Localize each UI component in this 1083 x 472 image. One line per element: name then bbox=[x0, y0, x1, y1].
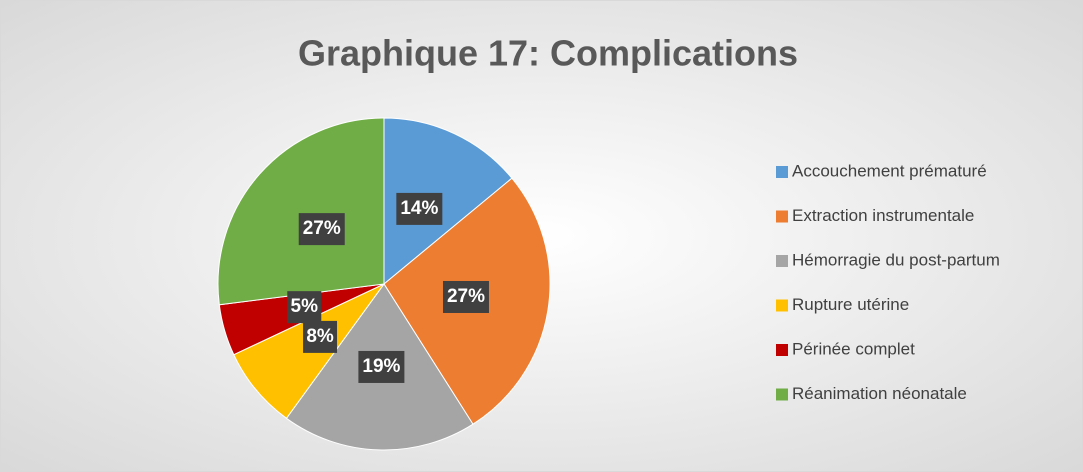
legend-text: Périnée complet bbox=[792, 339, 915, 358]
data-label-group: 14% bbox=[396, 192, 443, 225]
data-label-group: 8% bbox=[303, 320, 338, 353]
pie-slice bbox=[383, 117, 513, 286]
data-label: 19% bbox=[362, 356, 400, 377]
data-label-group: 27% bbox=[442, 280, 489, 313]
data-label-box bbox=[396, 192, 443, 225]
data-label: 5% bbox=[291, 296, 319, 317]
data-label-box bbox=[303, 320, 338, 353]
legend-text: Rupture utérine bbox=[792, 295, 909, 314]
legend-swatch bbox=[776, 388, 788, 401]
legend-swatch bbox=[776, 166, 788, 178]
data-label-group: 19% bbox=[358, 350, 405, 383]
data-label: 8% bbox=[306, 326, 334, 347]
data-label-group: 27% bbox=[298, 213, 345, 246]
data-label: 14% bbox=[400, 198, 438, 219]
legend-text: Hémorragie du post-partum bbox=[792, 250, 1000, 269]
data-label-box bbox=[287, 291, 322, 324]
legend-text: Accouchement prématuré bbox=[792, 161, 987, 180]
pie-slice bbox=[217, 117, 385, 306]
data-label-box bbox=[358, 350, 405, 383]
data-label-group: 5% bbox=[287, 291, 322, 324]
data-label: 27% bbox=[303, 218, 341, 239]
chart-title: Graphique 17: Complications bbox=[298, 33, 798, 74]
data-label-box bbox=[298, 213, 345, 246]
legend-swatch bbox=[776, 210, 788, 223]
legend-text: Extraction instrumentale bbox=[792, 206, 974, 225]
data-label-box bbox=[442, 280, 489, 313]
data-label: 27% bbox=[447, 286, 485, 307]
legend-swatch bbox=[776, 299, 788, 312]
legend-text: Réanimation néonatale bbox=[792, 384, 967, 403]
legend-swatch bbox=[776, 344, 788, 356]
legend-swatch bbox=[776, 255, 788, 267]
